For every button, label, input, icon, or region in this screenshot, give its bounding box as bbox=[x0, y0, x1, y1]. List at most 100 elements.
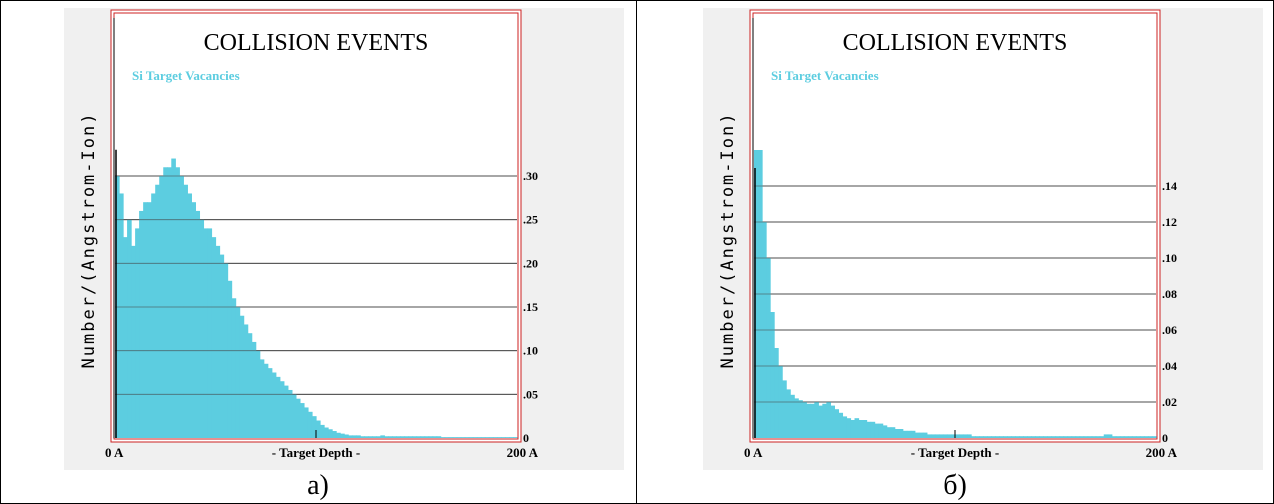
bar bbox=[1027, 436, 1032, 438]
bar bbox=[1079, 436, 1085, 438]
bar bbox=[979, 436, 984, 438]
legend-label: Si Target Vacancies bbox=[132, 68, 240, 83]
y-tick-label: .14 bbox=[1162, 179, 1177, 193]
bar bbox=[971, 436, 976, 438]
bar bbox=[227, 280, 233, 438]
bar bbox=[500, 437, 506, 438]
bar bbox=[295, 398, 301, 438]
bar bbox=[798, 400, 803, 438]
bar bbox=[247, 333, 253, 438]
bar bbox=[215, 245, 221, 438]
bar bbox=[219, 254, 225, 438]
bar bbox=[512, 437, 518, 438]
chart-panel-b: COLLISION EVENTS Si Target Vacancies 0 .02.… bbox=[703, 8, 1263, 470]
bar bbox=[436, 436, 442, 438]
x-tick-label: 200 A bbox=[1146, 445, 1178, 460]
y-tick-label: .08 bbox=[1162, 287, 1177, 301]
bar bbox=[316, 420, 321, 438]
bar bbox=[999, 436, 1004, 438]
bar bbox=[854, 418, 860, 438]
bar bbox=[1095, 436, 1101, 438]
bar bbox=[1059, 436, 1065, 438]
bar bbox=[259, 359, 265, 438]
bar bbox=[878, 423, 884, 438]
bar bbox=[231, 298, 237, 438]
bar bbox=[372, 436, 377, 438]
bar bbox=[914, 432, 920, 438]
bar bbox=[267, 368, 273, 438]
bar bbox=[416, 436, 422, 438]
bar bbox=[291, 394, 297, 438]
bar bbox=[187, 193, 192, 438]
y-tick-label: 0 bbox=[1162, 431, 1168, 445]
bar bbox=[123, 237, 128, 438]
bar bbox=[1039, 436, 1045, 438]
bar bbox=[1091, 436, 1097, 438]
bar bbox=[320, 424, 325, 438]
bar bbox=[834, 409, 840, 438]
bar bbox=[830, 405, 835, 438]
bar bbox=[480, 437, 486, 438]
bar bbox=[155, 184, 160, 438]
bar bbox=[139, 210, 144, 438]
bar bbox=[424, 436, 430, 438]
bar bbox=[275, 376, 281, 438]
bar bbox=[886, 427, 892, 438]
bar bbox=[1075, 436, 1081, 438]
bar bbox=[1023, 436, 1028, 438]
bar bbox=[1087, 436, 1093, 438]
bar bbox=[452, 437, 458, 438]
legend-label: Si Target Vacancies bbox=[771, 68, 879, 83]
bar bbox=[131, 245, 136, 438]
bar bbox=[1003, 436, 1008, 438]
bar bbox=[1143, 436, 1149, 438]
y-tick-label: .20 bbox=[523, 256, 538, 270]
bar bbox=[199, 219, 205, 438]
bar bbox=[922, 432, 928, 438]
bar bbox=[838, 412, 844, 438]
bar bbox=[151, 193, 156, 438]
bar bbox=[464, 437, 470, 438]
bar bbox=[299, 403, 305, 438]
caption-a: а) bbox=[307, 470, 329, 501]
bar bbox=[959, 434, 964, 438]
bar bbox=[1127, 436, 1133, 438]
bar bbox=[963, 434, 968, 438]
bar bbox=[802, 402, 807, 438]
bar bbox=[287, 389, 293, 438]
bar bbox=[822, 403, 827, 438]
bar bbox=[235, 307, 241, 438]
bar bbox=[472, 437, 478, 438]
bar bbox=[1055, 436, 1061, 438]
bar bbox=[1047, 436, 1053, 438]
bar bbox=[508, 437, 514, 438]
y-axis-title: Number/(Angstrom-Ion) bbox=[718, 112, 738, 369]
bar bbox=[906, 430, 912, 438]
bar bbox=[392, 436, 397, 438]
bar bbox=[504, 437, 510, 438]
bar bbox=[456, 437, 462, 438]
bar bbox=[1131, 436, 1137, 438]
bar bbox=[874, 423, 880, 438]
bar bbox=[352, 435, 357, 438]
bar bbox=[484, 437, 490, 438]
y-tick-label: .12 bbox=[1162, 215, 1177, 229]
bar bbox=[428, 436, 434, 438]
bar bbox=[448, 437, 454, 438]
bar bbox=[987, 436, 992, 438]
bar bbox=[930, 434, 936, 438]
bar bbox=[818, 405, 823, 438]
chart-b: COLLISION EVENTS Si Target Vacancies 0 .02.… bbox=[718, 9, 1178, 460]
bar bbox=[207, 228, 213, 438]
bar bbox=[1119, 436, 1125, 438]
bar bbox=[870, 421, 876, 438]
bar bbox=[364, 436, 369, 438]
bar bbox=[444, 437, 450, 438]
bar bbox=[211, 237, 217, 438]
bar bbox=[348, 435, 353, 438]
bar bbox=[782, 380, 787, 438]
bar bbox=[1135, 436, 1141, 438]
y-tick-label: .10 bbox=[523, 344, 538, 358]
bar bbox=[476, 437, 482, 438]
bar bbox=[183, 184, 188, 438]
